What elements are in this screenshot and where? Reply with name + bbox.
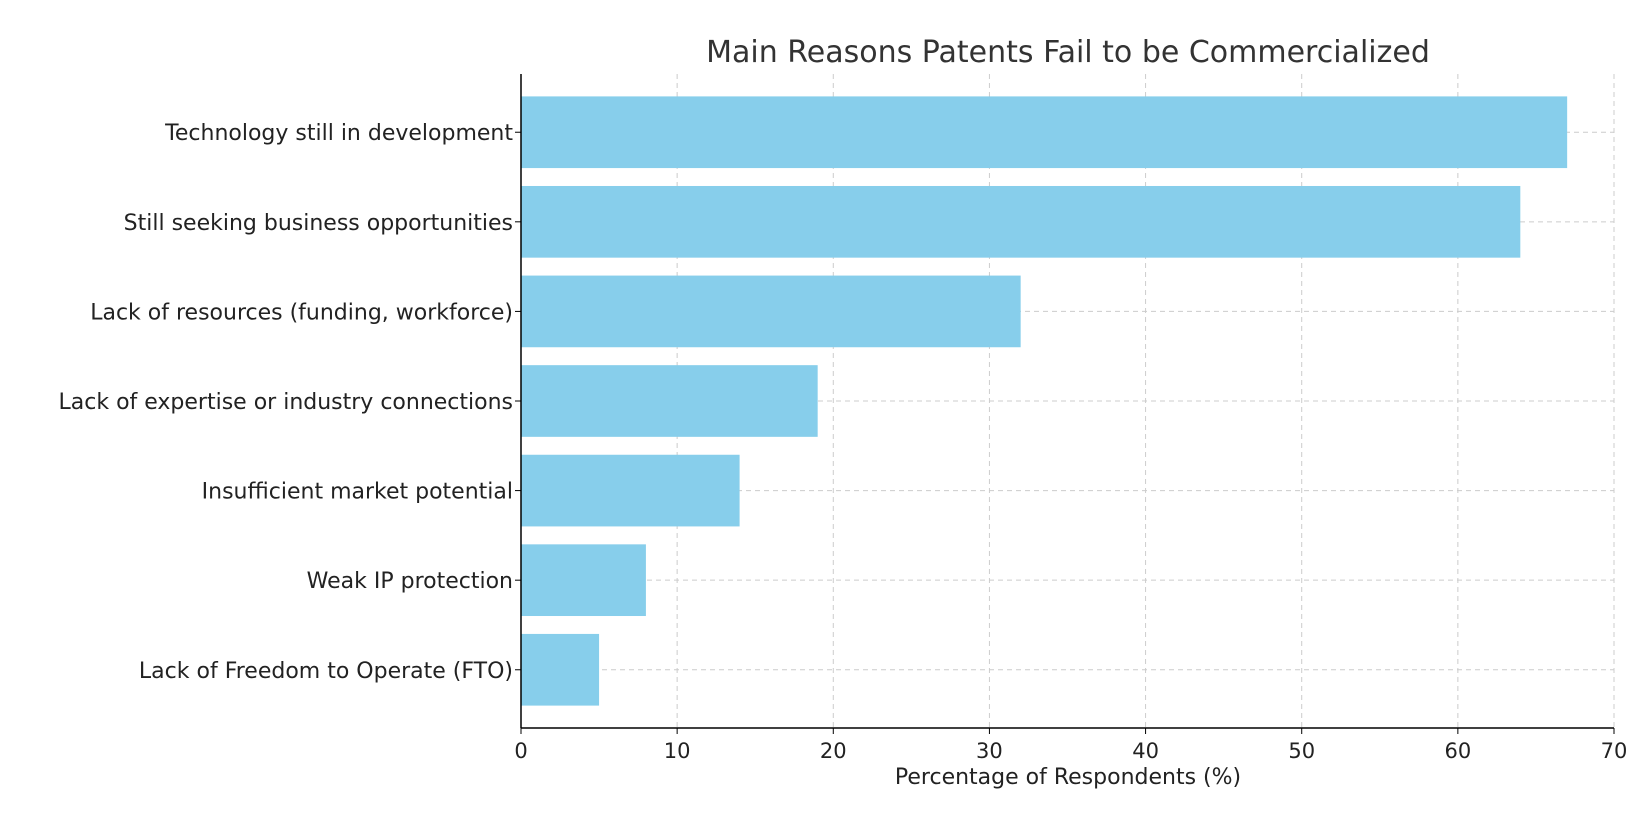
x-tick-labels: 0 10 20 30 40 50 60 70 <box>514 739 1627 763</box>
y-category-label: Technology still in development <box>164 121 513 146</box>
bars <box>521 96 1568 706</box>
bar <box>521 544 646 617</box>
bar <box>521 365 818 437</box>
bar <box>521 633 600 706</box>
y-category-label: Lack of expertise or industry connection… <box>59 390 514 415</box>
y-category-label: Lack of resources (funding, workforce) <box>90 300 513 325</box>
x-axis-label: Percentage of Respondents (%) <box>895 765 1241 790</box>
bar <box>521 96 1568 169</box>
x-tick-label: 10 <box>664 739 691 763</box>
x-tick-label: 60 <box>1444 739 1471 763</box>
y-category-label: Still seeking business opportunities <box>124 211 513 236</box>
y-category-labels: Technology still in development Still see… <box>59 121 514 684</box>
x-tick-label: 20 <box>820 739 847 763</box>
axes <box>515 74 1615 734</box>
x-tick-label: 0 <box>514 739 527 763</box>
x-tick-label: 40 <box>1132 739 1159 763</box>
bar <box>521 454 740 527</box>
y-category-label: Weak IP protection <box>307 569 513 594</box>
y-category-label: Insufficient market potential <box>202 480 513 505</box>
x-tick-label: 30 <box>976 739 1003 763</box>
x-tick-label: 50 <box>1288 739 1315 763</box>
bar <box>521 275 1021 348</box>
x-tick-label: 70 <box>1601 739 1628 763</box>
chart-title: Main Reasons Patents Fail to be Commerci… <box>706 35 1430 70</box>
y-category-label: Lack of Freedom to Operate (FTO) <box>139 659 513 684</box>
bar <box>521 185 1521 258</box>
